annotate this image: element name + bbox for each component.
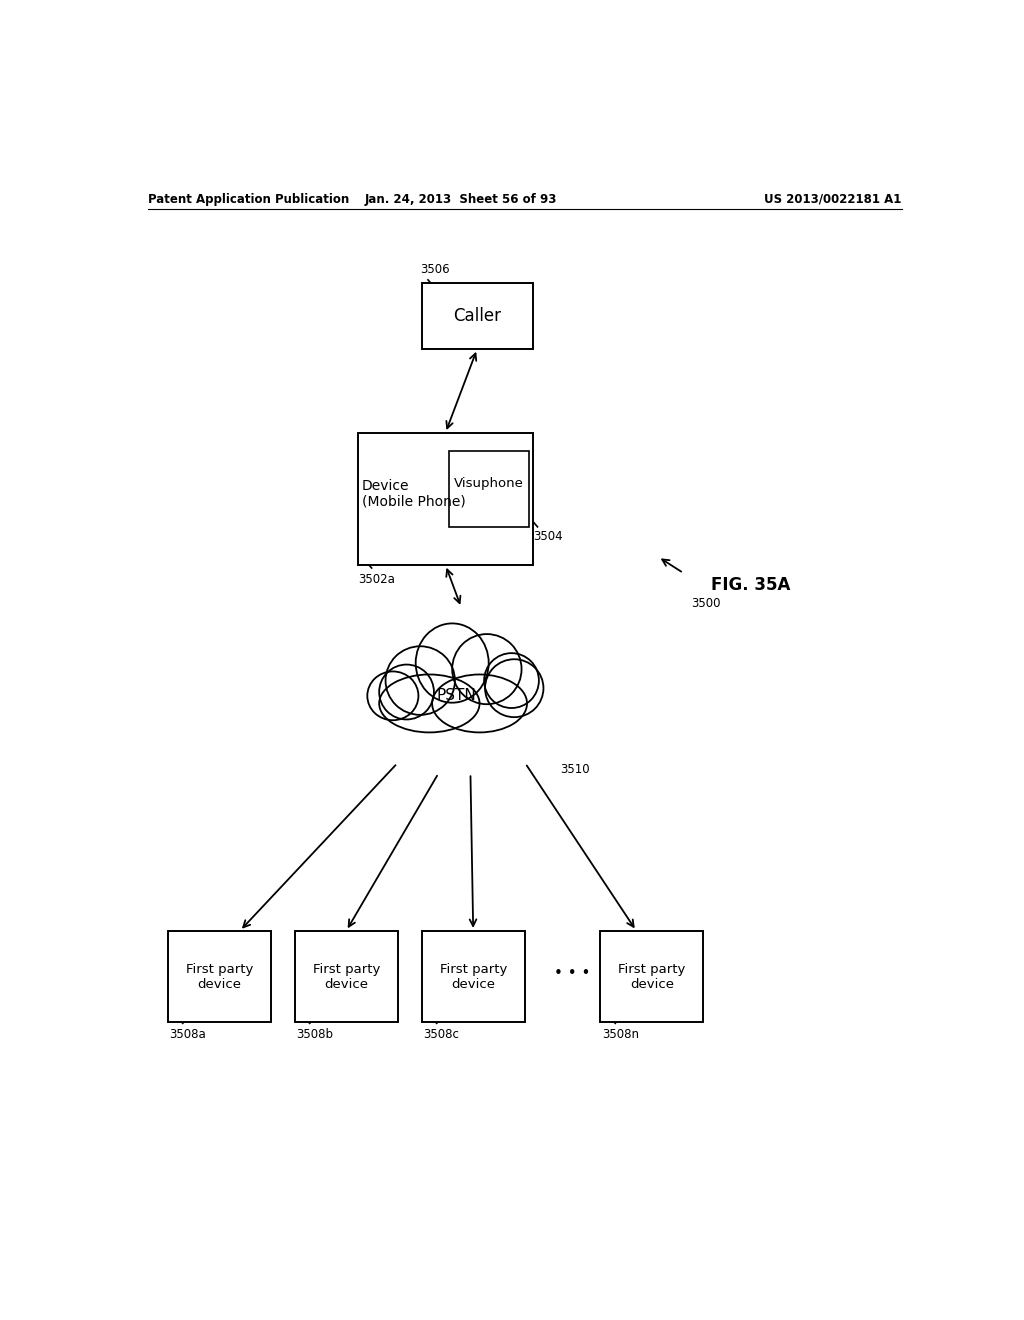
Bar (422, 282, 532, 348)
Text: • • •: • • • (554, 966, 591, 981)
Bar (295, 931, 398, 1022)
Text: Device
(Mobile Phone): Device (Mobile Phone) (362, 479, 466, 510)
Text: 3508c: 3508c (423, 1028, 459, 1041)
Text: Caller: Caller (454, 308, 501, 325)
Ellipse shape (386, 647, 455, 715)
Bar (168, 931, 270, 1022)
Text: First party
device: First party device (618, 962, 685, 990)
Text: First party
device: First party device (312, 962, 380, 990)
Text: 3508b: 3508b (296, 1028, 333, 1041)
Text: 3508n: 3508n (602, 1028, 639, 1041)
Text: Jan. 24, 2013  Sheet 56 of 93: Jan. 24, 2013 Sheet 56 of 93 (366, 193, 557, 206)
Text: First party
device: First party device (185, 962, 253, 990)
Text: FIG. 35A: FIG. 35A (712, 577, 791, 594)
Text: Patent Application Publication: Patent Application Publication (147, 193, 349, 206)
Ellipse shape (368, 672, 419, 721)
Bar (600, 931, 703, 1022)
Ellipse shape (432, 675, 527, 733)
Text: 3508a: 3508a (169, 1028, 206, 1041)
Bar (450, 450, 528, 527)
Text: PSTN: PSTN (437, 688, 476, 704)
Ellipse shape (379, 664, 434, 719)
Ellipse shape (379, 675, 479, 733)
Ellipse shape (485, 659, 544, 717)
Bar (422, 931, 524, 1022)
Text: 3500: 3500 (691, 598, 721, 610)
Text: Visuphone: Visuphone (455, 477, 524, 490)
Text: 3502a: 3502a (358, 573, 395, 586)
Ellipse shape (416, 623, 488, 702)
Text: US 2013/0022181 A1: US 2013/0022181 A1 (764, 193, 902, 206)
Text: 3510: 3510 (560, 763, 590, 776)
Text: 3506: 3506 (420, 263, 450, 276)
Text: First party
device: First party device (439, 962, 507, 990)
Bar (358, 433, 532, 565)
Ellipse shape (484, 653, 539, 708)
Text: 3504: 3504 (532, 529, 562, 543)
Ellipse shape (453, 634, 521, 704)
